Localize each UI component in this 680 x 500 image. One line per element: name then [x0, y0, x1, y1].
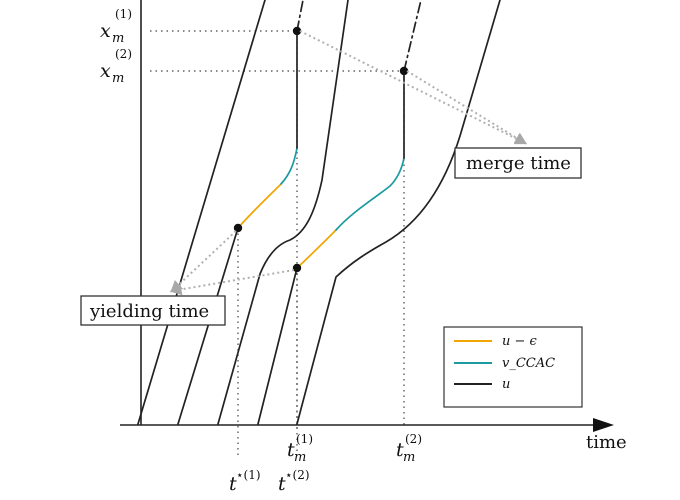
traj-b-ccac — [280, 147, 298, 185]
xm1-base: x — [100, 20, 111, 42]
tstar2-sup: ⋆(2) — [285, 468, 310, 482]
tm1-sup: (1) — [296, 432, 313, 446]
yielding-time-box: yielding time — [80, 295, 226, 326]
traj-b-yield — [237, 183, 282, 229]
traj-b-after-dashdot — [296, 0, 304, 32]
tm2-label: t m (2) — [396, 432, 422, 465]
tm2-sup: (2) — [405, 432, 422, 446]
merge-point-1 — [292, 26, 302, 36]
xm2-base: x — [100, 60, 111, 82]
traj-d-yield — [296, 229, 337, 269]
xm1-sup: (1) — [115, 7, 132, 21]
yield-arrow-1 — [170, 230, 237, 293]
tm1-base: t — [287, 439, 295, 461]
xm2-sub: m — [112, 71, 124, 86]
key-points — [233, 26, 409, 273]
yield-arrow-2 — [169, 269, 295, 296]
tstar1-sup: ⋆(1) — [236, 468, 261, 482]
tm1-label: t m (1) — [287, 432, 313, 465]
traj-a — [137, 0, 266, 425]
x-axis-arrowhead — [593, 418, 614, 432]
traj-d-before — [257, 267, 298, 425]
tm1-sub: m — [294, 450, 306, 465]
xm2-sup: (2) — [115, 47, 132, 61]
tstar2-base: t — [278, 473, 286, 495]
yielding-time-label: yielding time — [89, 301, 209, 322]
merge-arrow-2 — [406, 70, 528, 145]
legend-label-vccac: v_CCAC — [502, 356, 555, 371]
legend-label-u-eps: u − ϵ — [502, 334, 538, 349]
merge-time-box: merge time — [454, 147, 582, 179]
tstar1-base: t — [229, 473, 237, 495]
merge-point-2 — [399, 66, 409, 76]
traj-d-after-dashdot — [403, 0, 422, 72]
traj-e — [296, 0, 501, 425]
merge-arrow-1 — [299, 30, 528, 145]
yield-point-2 — [292, 263, 302, 273]
tm2-sub: m — [403, 450, 415, 465]
traj-c — [217, 0, 349, 425]
annotation-arrows — [169, 30, 528, 296]
axes: time — [120, 0, 627, 453]
merge-time-label: merge time — [466, 153, 571, 174]
legend-label-u: u — [502, 377, 510, 392]
xm1-label: x m (1) — [100, 7, 132, 46]
tstar1-label: t ⋆(1) — [229, 468, 261, 495]
yield-point-1 — [233, 223, 243, 233]
xm1-sub: m — [112, 31, 124, 46]
trajectories — [137, 0, 501, 425]
tm2-base: t — [396, 439, 404, 461]
legend: u − ϵ v_CCAC u — [443, 326, 583, 408]
x-axis-label: time — [586, 432, 627, 453]
tstar2-label: t ⋆(2) — [278, 468, 310, 495]
traj-b-before — [177, 227, 239, 425]
xm2-label: x m (2) — [100, 47, 132, 86]
traj-d-ccac — [335, 157, 405, 231]
